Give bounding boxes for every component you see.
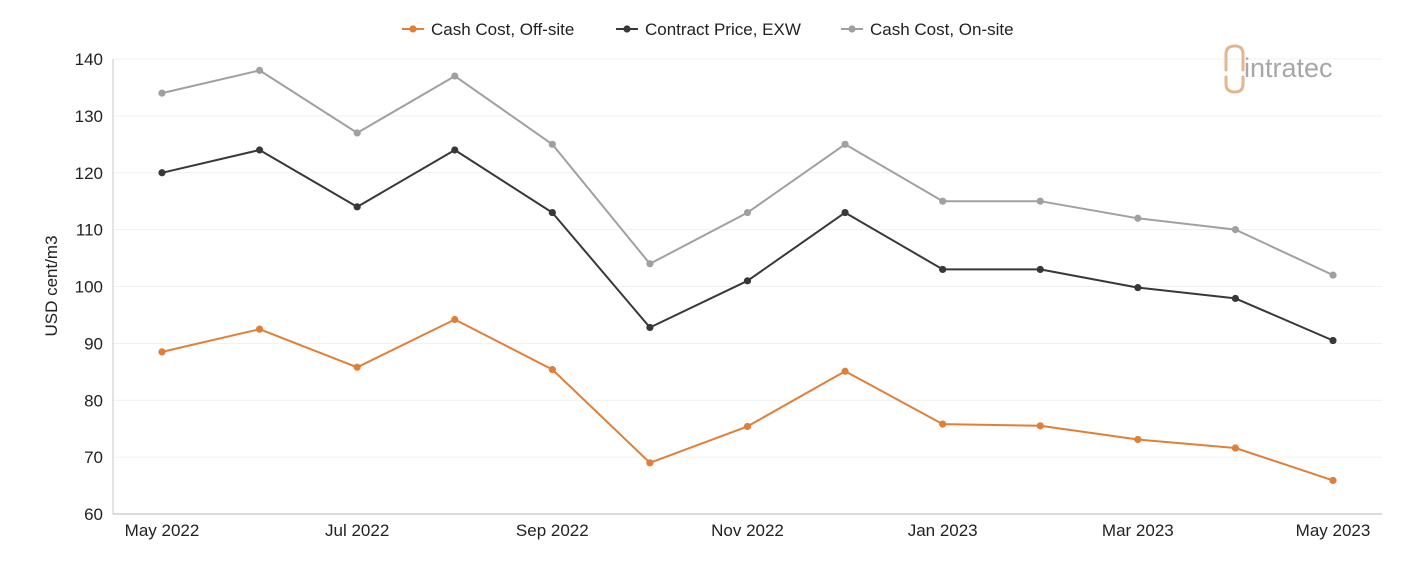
x-tick-labels: May 2022 Jul 2022 Sep 2022 Nov 2022 Jan 2023… [125,521,1371,540]
x-tick-label: May 2023 [1296,521,1371,540]
legend-item: Contract Price, EXW [616,20,801,39]
data-point [255,325,264,333]
axes [112,59,1382,515]
legend-label: Cash Cost, Off-site [431,20,574,39]
legend: Cash Cost, Off-site Contract Price, EXW Ca… [402,20,1014,39]
y-tick-labels: 60 70 80 90 100 110 120 130 140 [75,50,103,524]
x-tick-label: Nov 2022 [711,521,784,540]
data-point [451,315,459,324]
series-group [158,146,1337,345]
data-point [548,365,556,374]
data-point [1134,214,1142,222]
y-axis-title: USD cent/m3 [42,235,61,336]
data-point [353,363,361,371]
data-point [255,66,264,74]
data-point [353,203,361,211]
legend-item: Cash Cost, Off-site [402,20,574,39]
data-point [939,420,947,428]
data-point [1231,294,1240,303]
legend-swatch-marker [623,25,631,33]
x-tick-label: Mar 2023 [1102,521,1174,540]
series-line [161,149,1334,342]
logo-text: intratec [1244,53,1333,83]
y-tick-label: 100 [75,278,103,297]
legend-swatch-marker [409,25,417,33]
logo-mark-top [1224,44,1245,72]
data-point [1329,336,1337,345]
data-point [353,129,361,137]
data-point [451,72,459,80]
series-lines [158,66,1337,485]
y-tick-label: 130 [75,107,103,126]
y-tick-label: 60 [84,505,103,524]
series-group [158,315,1337,485]
x-tick-label: May 2022 [125,521,200,540]
data-point [743,277,752,285]
y-tick-label: 110 [76,221,103,240]
data-point [1134,435,1142,444]
y-tick-label: 90 [84,334,103,353]
gridlines [113,58,1382,458]
data-point [158,348,166,356]
data-point [646,260,654,268]
y-tick-label: 140 [75,50,103,69]
data-point [939,265,947,274]
data-point [1036,422,1044,430]
data-point [1329,271,1337,279]
x-tick-label: Sep 2022 [516,521,589,540]
y-tick-label: 120 [75,164,103,183]
data-point [939,197,947,205]
data-point [548,208,556,217]
x-tick-label: Jul 2022 [325,521,389,540]
data-point [1231,444,1240,452]
logo-mark-bottom [1224,75,1245,94]
data-point [743,208,752,217]
data-point [1231,226,1240,234]
data-point [158,89,166,97]
y-tick-label: 80 [84,391,103,410]
data-point [743,422,752,431]
data-point [548,140,556,148]
data-point [646,459,654,467]
data-point [646,323,654,332]
data-point [841,208,849,217]
data-point [1134,284,1142,292]
series-group [158,66,1337,279]
legend-swatch-marker [848,25,856,33]
legend-item: Cash Cost, On-site [841,20,1014,39]
y-tick-label: 70 [84,448,103,467]
intratec-logo: intratec [1224,44,1333,94]
data-point [841,140,849,148]
data-point [451,146,459,154]
data-point [255,146,264,154]
x-tick-label: Jan 2023 [908,521,978,540]
data-point [1329,476,1337,485]
data-point [1036,197,1044,205]
data-point [1036,265,1044,274]
legend-label: Cash Cost, On-site [870,20,1014,39]
data-point [158,169,166,177]
data-point [841,367,849,375]
legend-label: Contract Price, EXW [645,20,801,39]
